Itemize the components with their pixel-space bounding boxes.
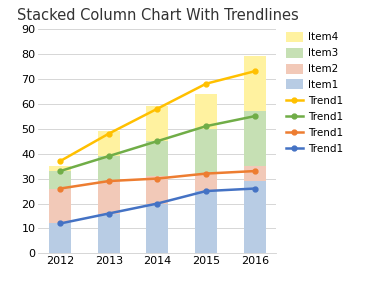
Bar	[147, 176, 168, 204]
Title: Stacked Column Chart With Trendlines: Stacked Column Chart With Trendlines	[17, 8, 298, 23]
Bar	[98, 131, 120, 156]
Bar	[147, 204, 168, 253]
Bar	[98, 213, 120, 253]
Bar	[195, 174, 217, 191]
Bar	[49, 223, 71, 253]
Bar	[244, 181, 266, 253]
Bar	[98, 156, 120, 181]
Bar	[244, 111, 266, 166]
Bar	[195, 191, 217, 253]
Bar	[244, 56, 266, 111]
Bar	[49, 166, 71, 171]
Bar	[195, 129, 217, 174]
Bar	[147, 141, 168, 176]
Bar	[147, 106, 168, 141]
Bar	[98, 181, 120, 213]
Bar	[195, 94, 217, 129]
Legend: Item4, Item3, Item2, Item1, Trend1, Trend1, Trend1, Trend1: Item4, Item3, Item2, Item1, Trend1, Tren…	[284, 29, 345, 156]
Bar	[49, 171, 71, 189]
Bar	[49, 189, 71, 223]
Bar	[244, 166, 266, 181]
